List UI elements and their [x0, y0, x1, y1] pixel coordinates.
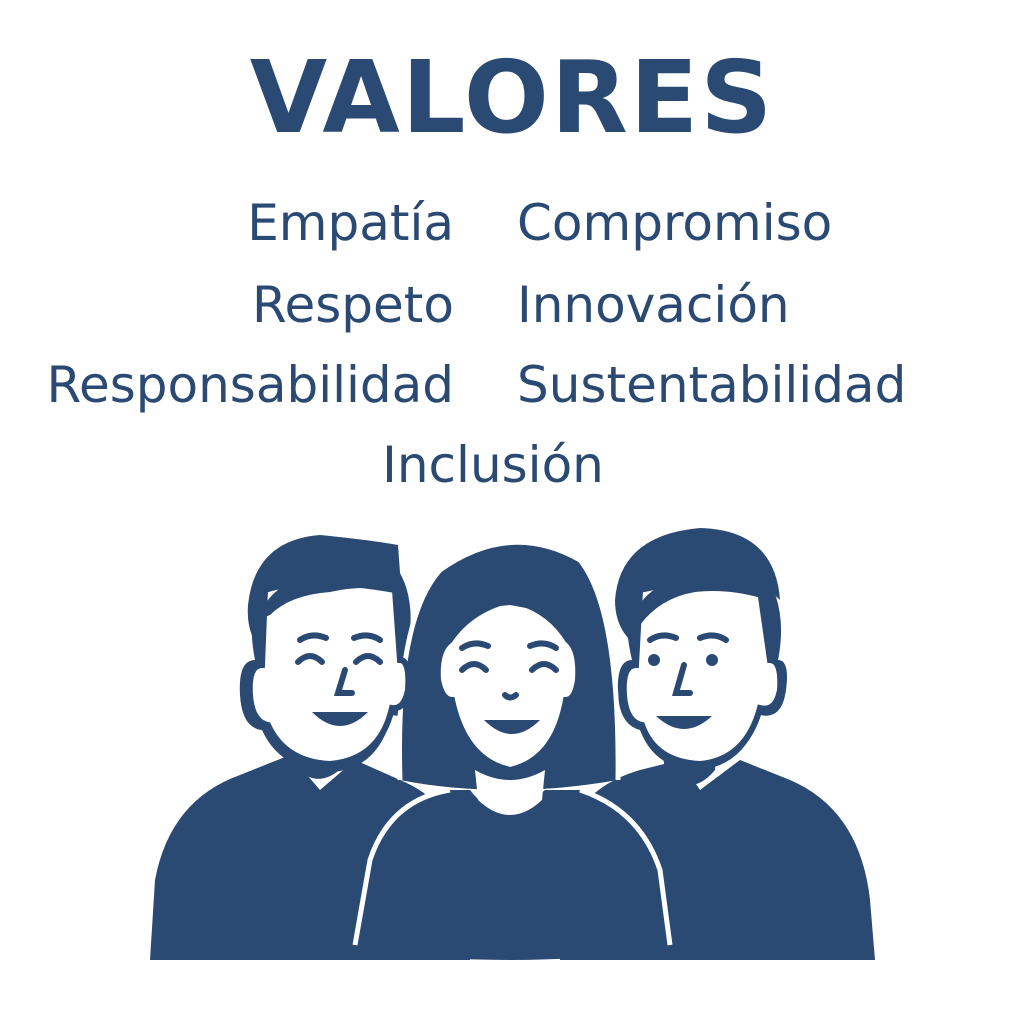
- value-empatia: Empatía: [247, 194, 454, 252]
- value-responsabilidad: Responsabilidad: [46, 356, 454, 414]
- value-compromiso: Compromiso: [517, 194, 833, 252]
- value-respeto: Respeto: [251, 276, 454, 334]
- value-sustentabilidad: Sustentabilidad: [517, 356, 907, 414]
- page-title: VALORES: [249, 39, 775, 156]
- value-innovacion: Innovación: [517, 276, 790, 334]
- value-inclusion: Inclusión: [382, 436, 604, 494]
